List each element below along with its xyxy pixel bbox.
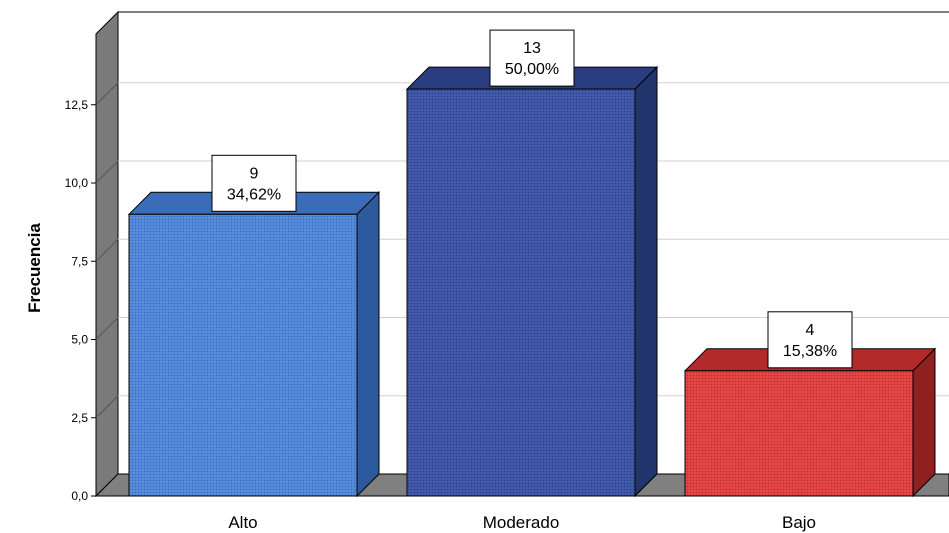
data-label-percent: 34,62% <box>227 186 281 203</box>
data-labels: 9 34,62% 13 50,00% 4 15,38% <box>211 29 853 369</box>
bar-texture <box>685 370 913 496</box>
bar-side <box>634 65 658 498</box>
x-category-label: Moderado <box>483 513 560 532</box>
data-label-count: 4 <box>806 322 815 339</box>
x-category-label: Alto <box>228 513 257 532</box>
bar-side <box>912 347 936 498</box>
y-tick-label: 10,0 <box>65 176 89 190</box>
gridline-side <box>95 82 119 106</box>
data-label-count: 13 <box>523 40 541 57</box>
gridline-side <box>95 238 119 262</box>
gridline-side <box>95 395 119 419</box>
data-label-count: 9 <box>250 165 259 182</box>
plot-frame <box>95 10 949 498</box>
y-tick-label: 12,5 <box>65 98 89 112</box>
y-tick-label: 2,5 <box>71 411 88 425</box>
x-axis-categories: Alto Moderado Bajo <box>228 513 816 532</box>
x-category-label: Bajo <box>782 513 816 532</box>
data-label-box <box>211 154 297 212</box>
y-axis-ticks: 0,0 2,5 5,0 7,5 10,0 12,5 <box>65 98 96 503</box>
y-tick-label: 5,0 <box>71 333 88 347</box>
y-axis-label: Frecuencia <box>25 223 44 313</box>
y-tick-label: 7,5 <box>71 254 88 268</box>
bar-texture <box>129 214 357 497</box>
gridline-side <box>95 317 119 340</box>
left-wall <box>95 10 119 498</box>
data-label-box <box>489 29 575 87</box>
y-tick-label: 0,0 <box>71 489 88 503</box>
bars <box>127 65 937 498</box>
bar-side <box>356 191 380 498</box>
bar-texture <box>407 89 635 496</box>
data-label-percent: 15,38% <box>783 343 837 360</box>
gridline-side <box>95 160 119 184</box>
data-label-box <box>767 311 853 369</box>
data-label-percent: 50,00% <box>505 61 559 78</box>
